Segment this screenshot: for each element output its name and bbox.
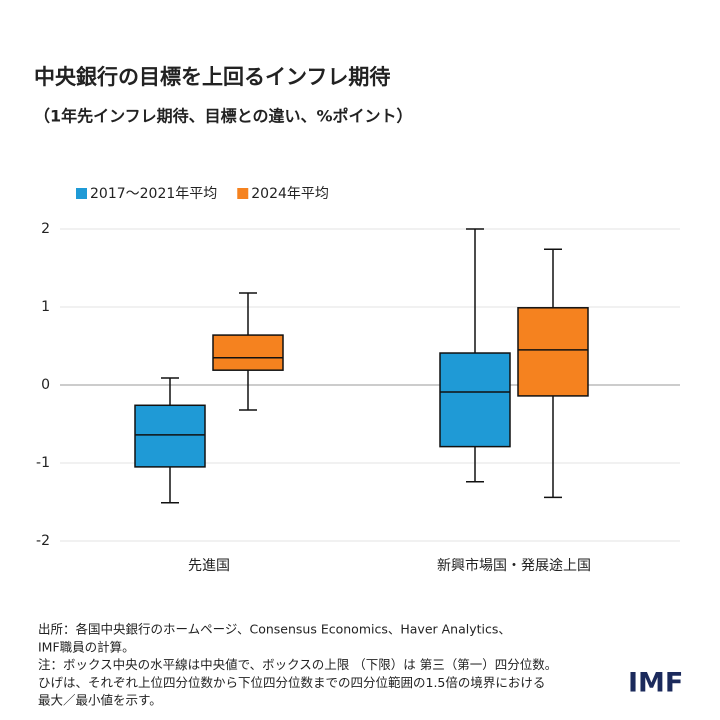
y-tick-label: 2 bbox=[41, 221, 50, 237]
logo: IMF bbox=[628, 668, 683, 699]
footnote: 最大／最小値を示す。 bbox=[38, 693, 162, 708]
footnote: ひげは、それぞれ上位四分位数から下位四分位数までの四分位範囲の1.5倍の境界にお… bbox=[38, 675, 545, 690]
y-tick-label: 0 bbox=[41, 377, 50, 393]
chart-subtitle: （1年先インフレ期待、目標との違い、%ポイント） bbox=[34, 107, 413, 126]
box bbox=[134, 404, 206, 468]
legend-swatch bbox=[76, 188, 87, 199]
y-tick-label: -1 bbox=[36, 455, 50, 471]
box bbox=[517, 307, 589, 397]
footnote: 注：ボックス中央の水平線は中央値で、ボックスの上限 （下限）は 第三（第一）四分… bbox=[38, 657, 557, 672]
box bbox=[212, 334, 284, 371]
x-tick-label: 先進国 bbox=[188, 558, 230, 574]
y-tick-label: -2 bbox=[36, 533, 50, 549]
box bbox=[439, 352, 511, 448]
footnote: 出所：各国中央銀行のホームページ、Consensus Economics、Hav… bbox=[38, 622, 511, 637]
y-tick-label: 1 bbox=[41, 299, 50, 315]
legend-label: 2017〜2021年平均 bbox=[90, 186, 217, 202]
footnote: IMF職員の計算。 bbox=[38, 639, 135, 654]
legend-swatch bbox=[237, 188, 249, 199]
legend-label: 2024年平均 bbox=[251, 186, 329, 202]
x-tick-label: 新興市場国・発展途上国 bbox=[437, 557, 591, 574]
chart-title: 中央銀行の目標を上回るインフレ期待 bbox=[34, 65, 390, 89]
